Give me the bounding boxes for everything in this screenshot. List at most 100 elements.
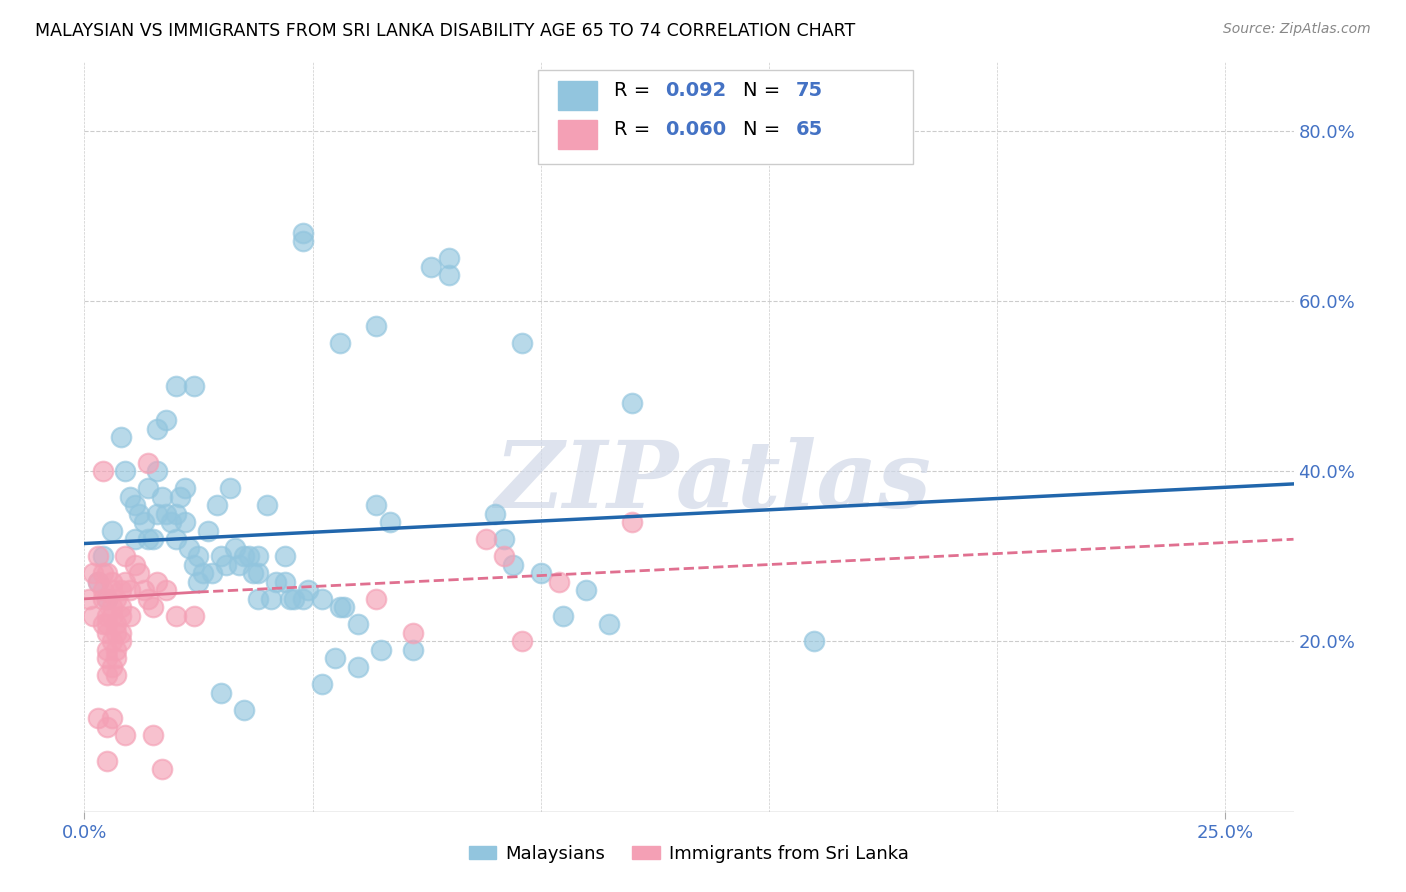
Text: ZIPatlas: ZIPatlas [495, 437, 932, 527]
Point [128, 566, 150, 581]
Text: N =: N = [744, 81, 787, 100]
Point [91, 464, 114, 478]
Point [160, 515, 183, 529]
Text: Source: ZipAtlas.com: Source: ZipAtlas.com [1223, 22, 1371, 37]
Point [96, 720, 118, 734]
Point [173, 481, 195, 495]
Point [378, 515, 401, 529]
Point [105, 591, 128, 606]
Point [165, 507, 187, 521]
Point [91, 617, 114, 632]
Point [82, 608, 104, 623]
Point [87, 574, 110, 589]
Point [169, 490, 191, 504]
Point [183, 558, 205, 572]
Point [110, 608, 132, 623]
Text: 65: 65 [796, 120, 823, 139]
Point [105, 651, 128, 665]
Point [187, 549, 209, 564]
Point [620, 515, 643, 529]
Point [155, 413, 177, 427]
Point [329, 336, 352, 351]
Point [215, 558, 238, 572]
Point [197, 524, 219, 538]
Point [475, 533, 498, 547]
Point [132, 583, 155, 598]
Point [179, 541, 201, 555]
Point [150, 762, 173, 776]
Point [100, 524, 122, 538]
Point [146, 574, 169, 589]
Point [124, 533, 146, 547]
FancyBboxPatch shape [558, 120, 598, 149]
Point [311, 591, 333, 606]
Point [173, 515, 195, 529]
Point [142, 600, 165, 615]
Point [136, 591, 159, 606]
Point [183, 608, 205, 623]
Point [96, 566, 118, 581]
Point [128, 507, 150, 521]
Point [105, 643, 128, 657]
Point [256, 498, 278, 512]
Point [96, 591, 118, 606]
Point [803, 634, 825, 648]
Point [187, 574, 209, 589]
Point [100, 608, 122, 623]
Point [366, 319, 388, 334]
Point [292, 591, 315, 606]
Point [87, 549, 110, 564]
Point [110, 430, 132, 444]
Point [96, 626, 118, 640]
Point [77, 591, 100, 606]
Point [512, 336, 534, 351]
Point [100, 574, 122, 589]
Point [246, 549, 269, 564]
Point [100, 660, 122, 674]
Point [323, 651, 346, 665]
Point [114, 464, 136, 478]
Point [142, 728, 165, 742]
Point [233, 549, 256, 564]
Point [246, 591, 269, 606]
Text: 75: 75 [796, 81, 823, 100]
Text: R =: R = [614, 120, 657, 139]
Point [201, 566, 224, 581]
Point [329, 600, 352, 615]
Text: R =: R = [614, 81, 657, 100]
Point [87, 711, 110, 725]
Point [264, 574, 287, 589]
Point [105, 668, 128, 682]
Point [114, 728, 136, 742]
Point [297, 583, 319, 598]
Point [91, 566, 114, 581]
Point [110, 634, 132, 648]
Point [114, 574, 136, 589]
Point [242, 566, 264, 581]
Point [82, 566, 104, 581]
Text: N =: N = [744, 120, 787, 139]
Point [96, 591, 118, 606]
Point [502, 558, 524, 572]
Point [274, 574, 297, 589]
Point [146, 421, 169, 435]
Point [494, 533, 516, 547]
Point [110, 600, 132, 615]
Point [420, 260, 443, 274]
Text: 0.060: 0.060 [665, 120, 725, 139]
Point [183, 379, 205, 393]
Point [136, 533, 159, 547]
Point [165, 533, 187, 547]
Point [118, 608, 141, 623]
Point [91, 549, 114, 564]
Point [155, 507, 177, 521]
Point [209, 549, 232, 564]
Point [105, 626, 128, 640]
Point [530, 566, 553, 581]
Point [598, 617, 620, 632]
Point [96, 754, 118, 768]
Point [402, 643, 425, 657]
Point [292, 226, 315, 240]
Legend: Malaysians, Immigrants from Sri Lanka: Malaysians, Immigrants from Sri Lanka [463, 838, 915, 870]
Point [136, 456, 159, 470]
